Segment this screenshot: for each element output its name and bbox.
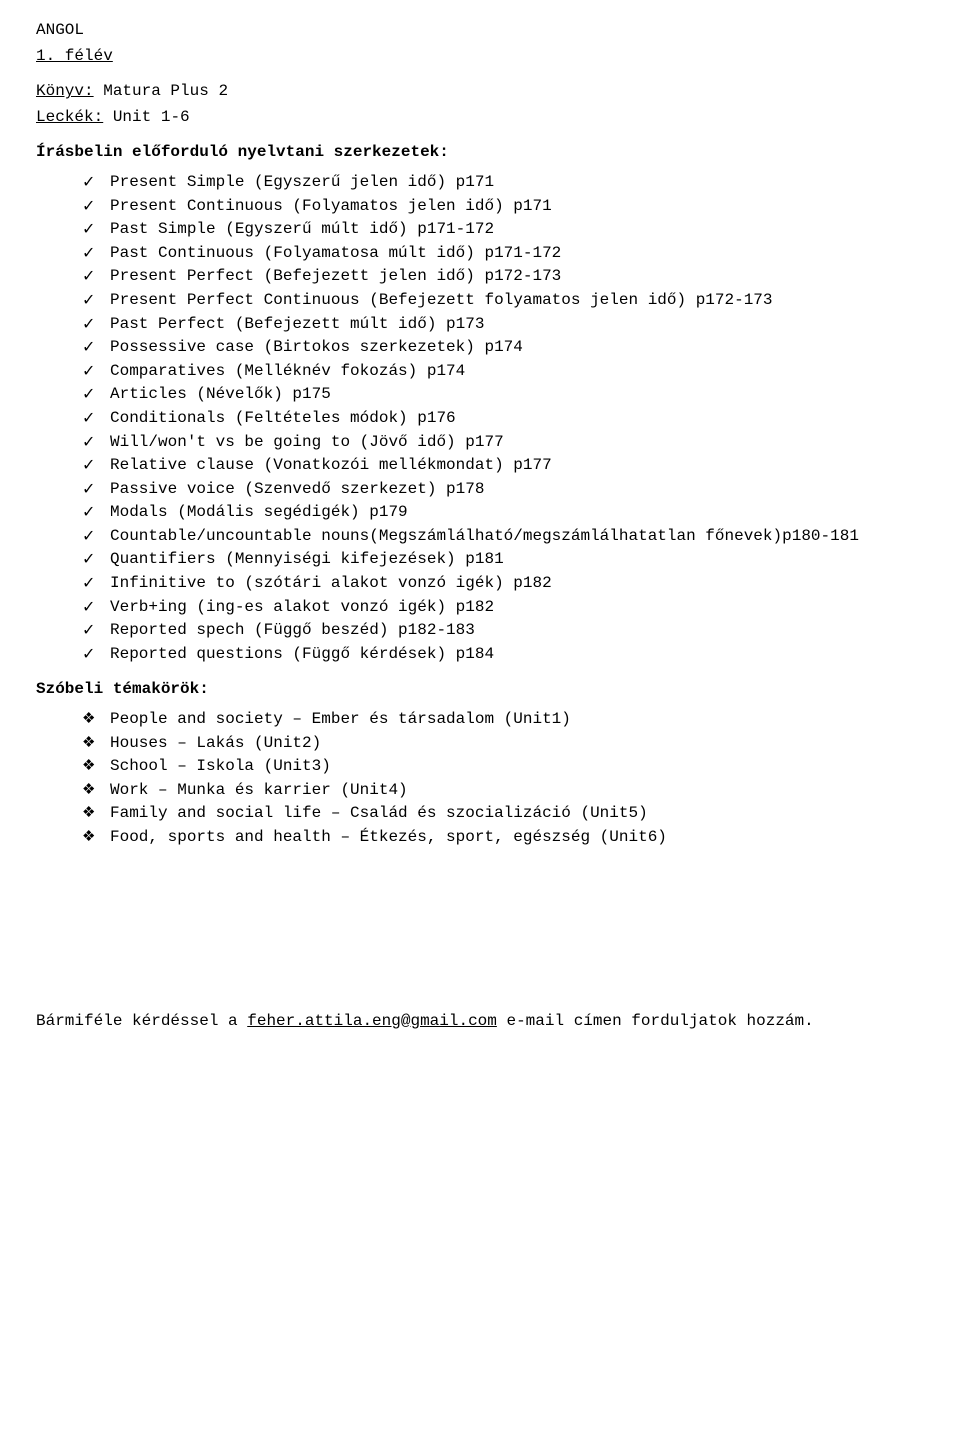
list-item: Possessive case (Birtokos szerkezetek) p… (82, 337, 924, 359)
list-item: Conditionals (Feltételes módok) p176 (82, 408, 924, 430)
footer-suffix: e-mail címen forduljatok hozzám. (497, 1012, 814, 1030)
list-item: School – Iskola (Unit3) (82, 756, 924, 778)
list-item: Passive voice (Szenvedő szerkezet) p178 (82, 479, 924, 501)
lessons-line: Leckék: Unit 1-6 (36, 107, 924, 129)
list-item: Modals (Modális segédigék) p179 (82, 502, 924, 524)
footer-line: Bármiféle kérdéssel a feher.attila.eng@g… (36, 1011, 924, 1033)
list-item: Present Simple (Egyszerű jelen idő) p171 (82, 172, 924, 194)
list-item: Family and social life – Család és szoci… (82, 803, 924, 825)
list-item: Will/won't vs be going to (Jövő idő) p17… (82, 432, 924, 454)
lessons-label: Leckék: (36, 108, 103, 126)
list-item: Past Perfect (Befejezett múlt idő) p173 (82, 314, 924, 336)
footer-email[interactable]: feher.attila.eng@gmail.com (247, 1012, 497, 1030)
written-list: Present Simple (Egyszerű jelen idő) p171… (36, 172, 924, 665)
list-item: People and society – Ember és társadalom… (82, 709, 924, 731)
list-item: Houses – Lakás (Unit2) (82, 733, 924, 755)
list-item: Countable/uncountable nouns(Megszámlálha… (82, 526, 924, 548)
list-item: Reported questions (Függő kérdések) p184 (82, 644, 924, 666)
written-heading: Írásbelin előforduló nyelvtani szerkezet… (36, 142, 924, 164)
list-item: Reported spech (Függő beszéd) p182-183 (82, 620, 924, 642)
list-item: Infinitive to (szótári alakot vonzó igék… (82, 573, 924, 595)
list-item: Verb+ing (ing-es alakot vonzó igék) p182 (82, 597, 924, 619)
semester-line: 1. félév (36, 46, 924, 68)
oral-heading: Szóbeli témakörök: (36, 679, 924, 701)
book-line: Könyv: Matura Plus 2 (36, 81, 924, 103)
footer-prefix: Bármiféle kérdéssel a (36, 1012, 247, 1030)
list-item: Food, sports and health – Étkezés, sport… (82, 827, 924, 849)
list-item: Quantifiers (Mennyiségi kifejezések) p18… (82, 549, 924, 571)
oral-list: People and society – Ember és társadalom… (36, 709, 924, 849)
book-label: Könyv: (36, 82, 94, 100)
list-item: Present Continuous (Folyamatos jelen idő… (82, 196, 924, 218)
list-item: Past Continuous (Folyamatosa múlt idő) p… (82, 243, 924, 265)
list-item: Present Perfect (Befejezett jelen idő) p… (82, 266, 924, 288)
list-item: Relative clause (Vonatkozói mellékmondat… (82, 455, 924, 477)
list-item: Comparatives (Melléknév fokozás) p174 (82, 361, 924, 383)
lessons-value-text: Unit 1-6 (113, 108, 190, 126)
list-item: Present Perfect Continuous (Befejezett f… (82, 290, 924, 312)
list-item: Work – Munka és karrier (Unit4) (82, 780, 924, 802)
list-item: Past Simple (Egyszerű múlt idő) p171-172 (82, 219, 924, 241)
list-item: Articles (Névelők) p175 (82, 384, 924, 406)
subject-line: ANGOL (36, 20, 924, 42)
book-value-text: Matura Plus 2 (103, 82, 228, 100)
